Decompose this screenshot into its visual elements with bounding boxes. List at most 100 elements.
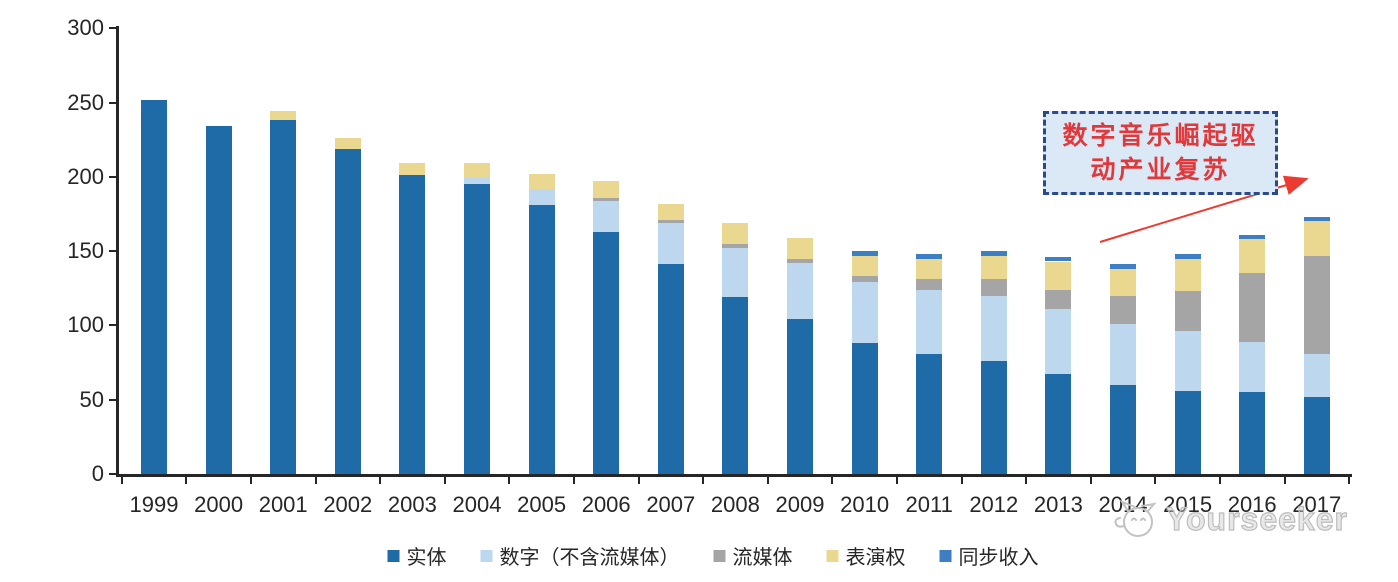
bar-segment <box>464 184 490 474</box>
x-tick-mark <box>960 476 963 484</box>
y-tick-label: 0 <box>91 461 104 486</box>
x-tick-label: 2013 <box>1033 492 1083 517</box>
bar-segment <box>141 99 167 474</box>
y-axis-line <box>116 26 119 476</box>
x-tick-mark <box>766 476 769 484</box>
x-tick-label: 2011 <box>905 492 953 517</box>
x-tick-label: 2004 <box>452 492 502 517</box>
bar-segment <box>851 276 878 283</box>
bar-segment <box>593 231 620 474</box>
x-tick-label: 2017 <box>1292 492 1342 517</box>
x-tick-label: 2002 <box>323 492 373 517</box>
bar-segment <box>1045 261 1072 290</box>
x-tick-mark <box>637 476 640 484</box>
bar-segment <box>787 319 813 474</box>
watermark-text: Yourseeker <box>1165 500 1348 537</box>
bar-segment <box>980 361 1007 474</box>
legend-label: 流媒体 <box>732 547 793 569</box>
bar-segment <box>1045 309 1072 375</box>
bar-segment <box>851 251 878 256</box>
bar-segment <box>593 181 620 198</box>
yourseeker-logo-icon <box>1114 499 1157 537</box>
legend-label: 同步收入 <box>958 547 1039 569</box>
bar-segment <box>205 126 232 474</box>
legend-swatch <box>826 549 839 562</box>
legend-label: 数字（不含流媒体） <box>499 547 680 569</box>
bar-segment <box>1303 216 1330 222</box>
x-tick-mark <box>702 476 705 484</box>
annotation-callout: 数字音乐崛起驱 动产业复苏 <box>1043 111 1278 195</box>
bar-segment <box>528 188 555 206</box>
bar-segment <box>787 237 813 259</box>
legend-label: 实体 <box>406 547 447 569</box>
bar-segment <box>851 255 878 277</box>
bar-segment <box>1303 221 1330 256</box>
bar-segment <box>1303 255 1330 354</box>
bar-segment <box>1110 323 1136 385</box>
y-tick-label: 50 <box>79 386 104 412</box>
bar-segment <box>722 243 749 249</box>
bar-segment <box>851 282 878 344</box>
legend-label: 表演权 <box>845 547 906 569</box>
x-tick-mark <box>1154 476 1157 484</box>
bar-segment <box>722 248 749 298</box>
bar-segment <box>657 264 684 474</box>
bar-segment <box>528 173 555 189</box>
x-axis-line <box>116 474 1352 477</box>
x-tick-label: 2008 <box>710 492 760 517</box>
bar-segment <box>1239 392 1266 474</box>
x-tick-label: 2005 <box>517 492 567 517</box>
bar-segment <box>593 197 620 201</box>
annotation-text-line2: 动产业复苏 <box>1090 156 1231 184</box>
bar-segment <box>1303 396 1330 474</box>
x-tick-mark <box>185 476 188 484</box>
x-tick-mark <box>508 476 511 484</box>
bar-segment <box>1045 257 1072 262</box>
y-tick-label: 300 <box>67 15 104 41</box>
x-tick-mark <box>831 476 834 484</box>
x-tick-mark <box>249 476 252 484</box>
bar-segment <box>1174 254 1201 259</box>
bar-segment <box>980 255 1007 280</box>
bar-segment <box>1110 268 1136 296</box>
bar-segment <box>980 251 1007 256</box>
x-tick-mark <box>895 476 898 484</box>
bar-segment <box>270 111 297 121</box>
x-tick-label: 2006 <box>581 492 631 517</box>
x-tick-label: 2016 <box>1227 492 1277 517</box>
x-tick-mark <box>120 476 123 484</box>
watermark: Yourseeker <box>1108 498 1348 540</box>
x-tick-label: 1999 <box>129 492 179 517</box>
x-tick-label: 2015 <box>1163 492 1213 517</box>
bar-segment <box>980 295 1007 362</box>
y-tick-label: 100 <box>67 312 104 338</box>
x-tick-label: 2000 <box>194 492 244 517</box>
bar-segment <box>1239 234 1266 240</box>
y-tick-mark <box>109 398 117 401</box>
x-tick-label: 2003 <box>387 492 437 517</box>
bar-segment <box>722 222 749 244</box>
bar-segment <box>1239 273 1266 342</box>
bar-segment <box>657 219 684 223</box>
x-tick-mark <box>1283 476 1286 484</box>
bar-segment <box>916 279 943 290</box>
y-tick-label: 250 <box>67 89 104 115</box>
bar-segment <box>528 205 555 474</box>
bar-segment <box>1174 291 1201 332</box>
x-tick-mark <box>379 476 382 484</box>
legend: 实体 数字（不含流媒体） 流媒体 表演权 同步收入 <box>387 541 1039 570</box>
y-tick-mark <box>109 324 117 327</box>
bar-segment <box>1239 239 1266 274</box>
bar-segment <box>464 178 490 185</box>
bar-segment <box>722 297 749 474</box>
x-tick-mark <box>1218 476 1221 484</box>
bar-segment <box>916 254 943 259</box>
x-tick-mark <box>443 476 446 484</box>
bar-segment <box>399 163 426 176</box>
bar-segment <box>916 353 943 474</box>
y-tick-mark <box>109 473 117 475</box>
legend-item: 实体 <box>387 541 447 570</box>
bar-segment <box>270 120 297 474</box>
bar-segment <box>464 163 490 179</box>
